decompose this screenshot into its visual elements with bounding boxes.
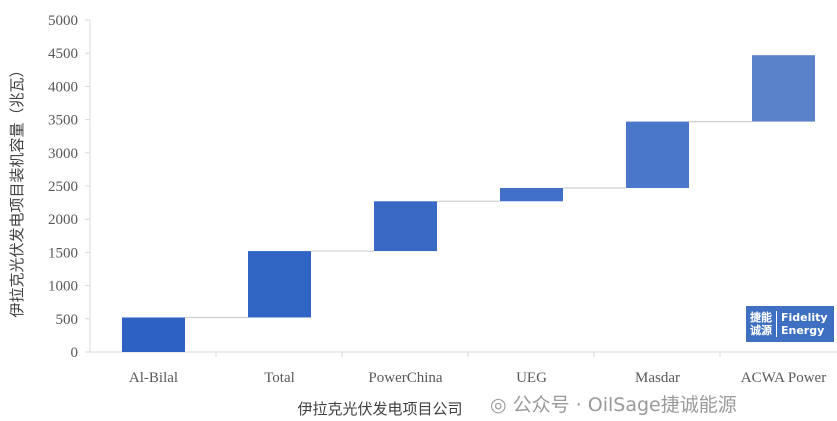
y-tick-label: 1000	[48, 279, 78, 295]
y-tick-label: 2500	[48, 179, 78, 195]
watermark-text: 公众号 · OilSage捷诚能源	[512, 394, 737, 416]
y-axis-title: 伊拉克光伏发电项目装机容量（兆瓦）	[8, 62, 26, 317]
logo-en-line1: Fidelity	[781, 311, 828, 324]
y-tick-label: 3500	[48, 113, 78, 129]
watermark: ◎ 公众号 · OilSage捷诚能源	[490, 394, 737, 416]
y-tick-label: 4000	[48, 79, 78, 95]
logo-en-text: Fidelity Energy	[777, 311, 828, 337]
bar-acwa-power	[752, 55, 815, 122]
x-axis-title: 伊拉克光伏发电项目公司	[297, 400, 462, 418]
y-tick-label: 500	[56, 312, 79, 328]
x-tick-label: PowerChina	[368, 370, 443, 386]
x-tick-label: UEG	[516, 370, 547, 386]
y-tick-label: 1500	[48, 245, 78, 261]
x-tick-label: Total	[264, 370, 295, 386]
y-tick-label: 5000	[48, 13, 78, 29]
bar-powerchina	[374, 201, 437, 252]
x-tick-label: Al-Bilal	[129, 370, 178, 386]
y-tick-label: 3000	[48, 146, 78, 162]
wechat-icon: ◎	[490, 394, 507, 416]
y-tick-label: 2000	[48, 212, 78, 228]
bar-masdar	[626, 121, 689, 188]
bar-al-bilal	[122, 317, 185, 352]
x-tick-label: ACWA Power	[741, 370, 826, 386]
x-tick-label: Masdar	[635, 370, 680, 386]
y-tick-label: 4500	[48, 46, 78, 62]
logo-cn-text: 捷能 诚源	[746, 311, 777, 337]
bar-ueg	[500, 187, 563, 202]
y-tick-label: 0	[71, 345, 79, 361]
logo-cn-line2: 诚源	[750, 324, 772, 337]
logo-cn-line1: 捷能	[750, 311, 772, 324]
logo-en-line2: Energy	[781, 324, 825, 337]
bar-total	[248, 251, 311, 318]
fidelity-energy-logo: 捷能 诚源 Fidelity Energy	[746, 306, 834, 342]
